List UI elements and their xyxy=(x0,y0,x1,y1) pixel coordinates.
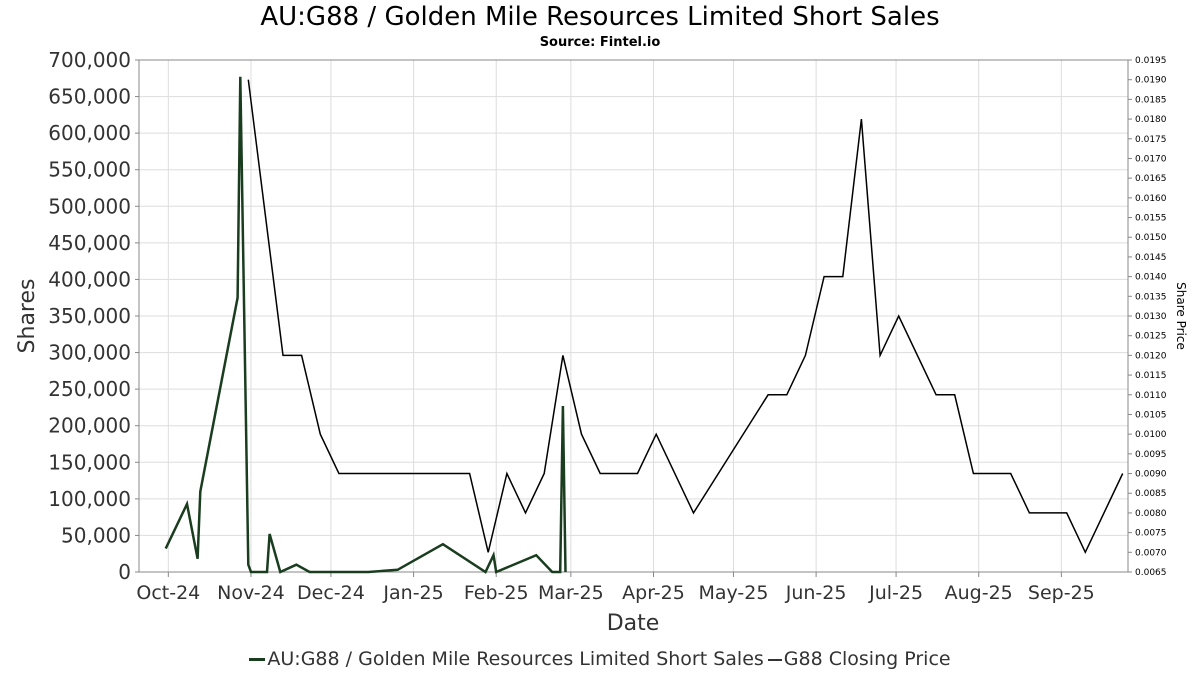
legend-item-closing-price[interactable]: G88 Closing Price xyxy=(764,648,951,670)
y2-tick-label: 0.0125 xyxy=(1135,332,1167,342)
y-tick-label: 600,000 xyxy=(48,121,131,145)
x-tick-label: Jan-25 xyxy=(382,582,443,604)
y-tick-label: 400,000 xyxy=(48,267,131,291)
y2-tick-label: 0.0195 xyxy=(1135,56,1167,66)
y-tick-label: 300,000 xyxy=(48,341,131,365)
y2-tick-label: 0.0110 xyxy=(1135,391,1167,401)
legend-swatch-short-sales xyxy=(249,658,266,661)
legend-label-short-sales: AU:G88 / Golden Mile Resources Limited S… xyxy=(267,648,764,670)
legend-label-closing-price: G88 Closing Price xyxy=(783,648,951,670)
y2-tick-label: 0.0080 xyxy=(1135,509,1167,519)
y2-tick-label: 0.0130 xyxy=(1135,312,1167,322)
y-tick-label: 150,000 xyxy=(48,450,131,474)
x-tick-label: Oct-24 xyxy=(136,582,200,604)
y2-axis: 0.0065 0.0070 0.0075 0.0080 0.0085 0.0090 0.00… xyxy=(1128,56,1167,578)
y2-tick-label: 0.0140 xyxy=(1135,273,1167,283)
x-tick-label: Sep-25 xyxy=(1028,582,1095,604)
y2-tick-label: 0.0180 xyxy=(1135,115,1167,125)
y2-tick-label: 0.0170 xyxy=(1135,154,1167,164)
y2-tick-label: 0.0105 xyxy=(1135,410,1167,420)
x-tick-label: Aug-25 xyxy=(945,582,1013,604)
x-axis: Oct-24 Nov-24 Dec-24 Jan-25 Feb-25 Mar-25 Apr-… xyxy=(136,572,1095,604)
x-axis-label: Date xyxy=(607,611,660,636)
y-tick-label: 700,000 xyxy=(48,48,131,72)
y2-tick-label: 0.0165 xyxy=(1135,174,1167,184)
x-tick-label: Jun-25 xyxy=(785,582,847,604)
x-tick-label: Apr-25 xyxy=(622,582,685,604)
y-tick-label: 50,000 xyxy=(61,523,131,547)
x-tick-label: Jul-25 xyxy=(868,582,923,604)
y2-tick-label: 0.0145 xyxy=(1135,253,1167,263)
legend: AU:G88 / Golden Mile Resources Limited S… xyxy=(0,648,1200,670)
closing-price-line xyxy=(247,79,1124,555)
series-lines xyxy=(164,76,1124,574)
y2-tick-label: 0.0070 xyxy=(1135,548,1167,558)
y-tick-label: 100,000 xyxy=(48,487,131,511)
y2-tick-label: 0.0185 xyxy=(1135,95,1167,105)
y2-axis-label: Share Price xyxy=(1174,282,1188,350)
y2-tick-label: 0.0065 xyxy=(1135,568,1167,578)
y2-tick-label: 0.0090 xyxy=(1135,470,1167,480)
y-axis: 0 50,000 100,000 150,000 200,000 250,000 300,0… xyxy=(48,48,139,584)
y-tick-label: 550,000 xyxy=(48,158,131,182)
y-tick-label: 0 xyxy=(118,560,131,584)
y-tick-label: 650,000 xyxy=(48,85,131,109)
y2-tick-label: 0.0075 xyxy=(1135,529,1167,539)
chart-subtitle: Source: Fintel.io xyxy=(539,35,661,50)
y2-tick-label: 0.0085 xyxy=(1135,489,1167,499)
x-tick-label: Feb-25 xyxy=(464,582,529,604)
grid-lines xyxy=(139,59,1128,573)
x-tick-label: Mar-25 xyxy=(538,582,604,604)
chart-title: AU:G88 / Golden Mile Resources Limited S… xyxy=(260,2,940,32)
y2-tick-label: 0.0190 xyxy=(1135,76,1167,86)
legend-swatch-closing-price xyxy=(767,658,782,661)
x-tick-label: Nov-24 xyxy=(217,582,285,604)
y2-tick-label: 0.0100 xyxy=(1135,430,1167,440)
y2-tick-label: 0.0095 xyxy=(1135,450,1167,460)
y-tick-label: 200,000 xyxy=(48,414,131,438)
y2-tick-label: 0.0175 xyxy=(1135,135,1167,145)
y-tick-label: 450,000 xyxy=(48,231,131,255)
y-axis-label: Shares xyxy=(15,279,40,354)
y2-tick-label: 0.0160 xyxy=(1135,194,1167,204)
y-tick-label: 500,000 xyxy=(48,194,131,218)
y2-tick-label: 0.0135 xyxy=(1135,292,1167,302)
x-tick-label: May-25 xyxy=(698,582,768,604)
y2-tick-label: 0.0120 xyxy=(1135,351,1167,361)
legend-item-short-sales[interactable]: AU:G88 / Golden Mile Resources Limited S… xyxy=(249,648,764,670)
y2-tick-label: 0.0150 xyxy=(1135,233,1167,243)
x-tick-label: Dec-24 xyxy=(297,582,365,604)
y-tick-label: 250,000 xyxy=(48,377,131,401)
y2-tick-label: 0.0115 xyxy=(1135,371,1167,381)
y-tick-label: 350,000 xyxy=(48,304,131,328)
short-sales-line xyxy=(164,76,567,574)
y2-tick-label: 0.0155 xyxy=(1135,214,1167,224)
